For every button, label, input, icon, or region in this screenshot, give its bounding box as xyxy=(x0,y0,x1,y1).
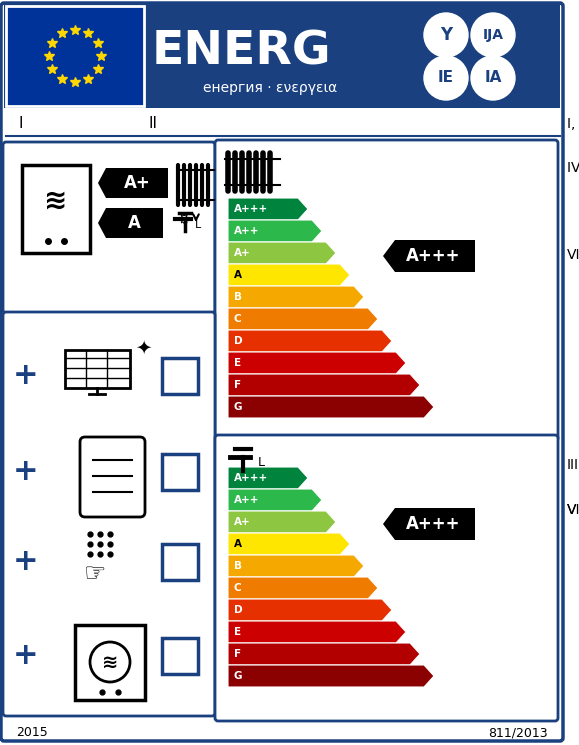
Polygon shape xyxy=(228,467,308,489)
FancyBboxPatch shape xyxy=(3,312,215,716)
Text: A: A xyxy=(234,539,242,549)
Text: A+: A+ xyxy=(234,248,251,258)
Polygon shape xyxy=(228,599,392,621)
Text: A: A xyxy=(234,270,242,280)
Polygon shape xyxy=(228,665,434,687)
Text: L: L xyxy=(195,220,201,230)
Polygon shape xyxy=(228,242,336,264)
Circle shape xyxy=(471,56,515,100)
Text: IA: IA xyxy=(484,71,501,86)
Bar xyxy=(4,4,560,108)
Text: E: E xyxy=(234,358,241,368)
Bar xyxy=(162,454,198,490)
Text: ENERG: ENERG xyxy=(152,30,332,74)
Text: I: I xyxy=(18,116,23,132)
Text: IE: IE xyxy=(438,71,454,86)
Text: +: + xyxy=(13,457,39,486)
Text: A+: A+ xyxy=(234,517,251,527)
Text: ☞: ☞ xyxy=(84,562,106,586)
Bar xyxy=(65,350,130,388)
Text: ⚙: ⚙ xyxy=(178,213,190,227)
Text: A++: A++ xyxy=(234,495,259,505)
Circle shape xyxy=(424,56,468,100)
Circle shape xyxy=(424,13,468,57)
Bar xyxy=(162,638,198,674)
Text: V: V xyxy=(567,503,577,517)
Text: VII: VII xyxy=(567,503,579,517)
FancyBboxPatch shape xyxy=(1,3,563,741)
Text: енергия · ενεργεια: енергия · ενεργεια xyxy=(203,81,337,95)
Polygon shape xyxy=(383,240,475,272)
Text: A+: A+ xyxy=(124,174,151,192)
Text: A+++: A+++ xyxy=(234,473,268,483)
FancyBboxPatch shape xyxy=(75,625,145,700)
Bar xyxy=(162,358,198,394)
Circle shape xyxy=(90,642,130,682)
Text: 811/2013: 811/2013 xyxy=(488,726,548,740)
Text: IV, III: IV, III xyxy=(567,161,579,175)
Polygon shape xyxy=(228,264,350,286)
Polygon shape xyxy=(228,643,420,665)
Text: ✦: ✦ xyxy=(135,338,151,358)
Polygon shape xyxy=(228,511,336,533)
Text: B: B xyxy=(234,292,242,302)
Polygon shape xyxy=(228,198,308,220)
FancyBboxPatch shape xyxy=(3,142,215,313)
Text: ≋: ≋ xyxy=(45,187,68,215)
Text: C: C xyxy=(234,583,241,593)
Text: A+++: A+++ xyxy=(234,204,268,214)
Text: IJA: IJA xyxy=(482,28,504,42)
Polygon shape xyxy=(228,220,322,242)
Text: +: + xyxy=(13,361,39,390)
Text: I, II: I, II xyxy=(567,117,579,131)
Text: C: C xyxy=(234,314,241,324)
Text: G: G xyxy=(234,671,243,681)
Polygon shape xyxy=(98,168,168,198)
Polygon shape xyxy=(228,555,364,577)
Text: ≋: ≋ xyxy=(102,653,118,671)
Text: F: F xyxy=(234,649,241,659)
Text: Y: Y xyxy=(440,26,452,44)
FancyBboxPatch shape xyxy=(22,165,90,253)
Bar xyxy=(162,544,198,580)
Polygon shape xyxy=(228,621,406,643)
Text: L: L xyxy=(258,457,265,469)
Polygon shape xyxy=(228,286,364,308)
FancyBboxPatch shape xyxy=(215,140,558,441)
Text: B: B xyxy=(234,561,242,571)
Polygon shape xyxy=(228,374,420,396)
Polygon shape xyxy=(228,352,406,374)
Text: G: G xyxy=(234,402,243,412)
Polygon shape xyxy=(228,330,392,352)
Text: 2015: 2015 xyxy=(16,726,47,740)
Text: VI: VI xyxy=(567,248,579,262)
Text: +: + xyxy=(13,641,39,670)
Polygon shape xyxy=(228,308,378,330)
Text: +: + xyxy=(13,548,39,577)
Text: E: E xyxy=(234,627,241,637)
FancyBboxPatch shape xyxy=(80,437,145,517)
Text: A: A xyxy=(127,214,141,232)
Text: D: D xyxy=(234,336,243,346)
Bar xyxy=(6,6,144,106)
Text: F: F xyxy=(234,380,241,390)
Polygon shape xyxy=(383,508,475,540)
FancyBboxPatch shape xyxy=(215,435,558,721)
Polygon shape xyxy=(228,489,322,511)
Text: D: D xyxy=(234,605,243,615)
Polygon shape xyxy=(228,396,434,418)
Polygon shape xyxy=(98,208,163,238)
Text: A++: A++ xyxy=(234,226,259,236)
Polygon shape xyxy=(228,533,350,555)
Text: A+++: A+++ xyxy=(406,247,460,265)
Text: III: III xyxy=(567,458,579,472)
Text: II: II xyxy=(148,116,157,132)
Text: A+++: A+++ xyxy=(406,515,460,533)
Polygon shape xyxy=(228,577,378,599)
Circle shape xyxy=(471,13,515,57)
